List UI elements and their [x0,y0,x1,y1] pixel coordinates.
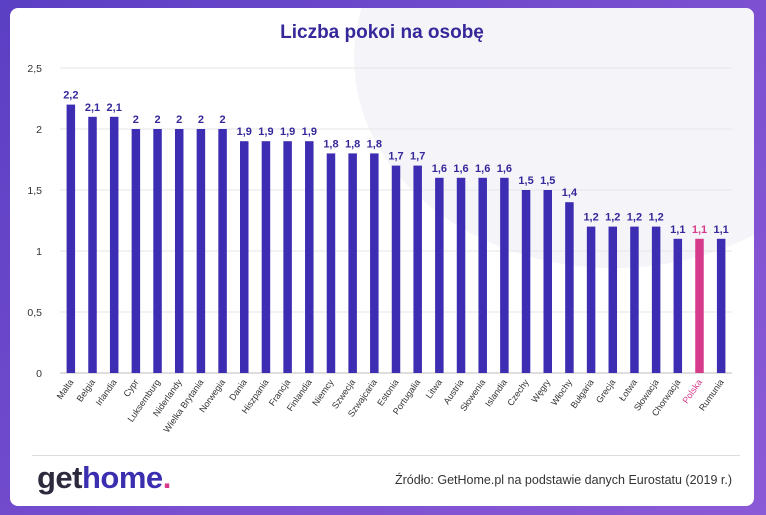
bar [521,190,531,373]
x-tick-label: Islandia [483,377,509,408]
bar [174,129,184,373]
bar [218,129,227,373]
data-label: 1,2 [648,212,663,224]
bar [153,129,162,373]
bar-chart: 0 0,5 1 1,5 2 2,5 2,2 Malta 2,1 Belgia 2,1 Irlandia… [27,63,732,434]
data-label: 2 [198,114,204,126]
bar [305,141,314,373]
bar [543,190,552,373]
bar [478,177,487,373]
data-label: 1,2 [605,212,620,224]
logo-text-get: get [37,460,83,495]
data-label: 1,2 [627,212,642,224]
bar [326,153,336,373]
data-label: 1,8 [345,138,360,150]
source-note: Źródło: GetHome.pl na podstawie danych E… [395,473,732,487]
y-tick-label: 0 [36,368,42,380]
bar [196,129,206,373]
bar [348,153,357,373]
data-label: 1,6 [432,163,447,175]
bar [456,177,466,373]
y-tick-label: 1 [36,246,42,258]
data-label: 1,9 [258,126,273,138]
data-label: 2,1 [107,102,122,114]
x-tick-label: Malta [55,377,76,401]
chart-card: Liczba pokoi na osobę 0 0,5 1 1,5 2 2,5 2,2 Mal… [10,8,754,506]
y-tick-label: 0,5 [27,307,42,319]
bar [88,116,97,374]
bar [673,238,683,373]
x-tick-label: Irlandia [94,377,119,407]
data-label: 1,1 [670,224,685,236]
data-label: 1,1 [692,224,707,236]
data-label: 2,2 [63,90,78,102]
x-tick-label: Litwa [424,377,444,400]
data-label: 2,1 [85,102,100,114]
y-tick-label: 2,5 [27,63,42,75]
bar [391,165,401,373]
bar [608,226,618,373]
data-label: 2 [133,114,139,126]
data-label: 2 [220,114,226,126]
data-label: 2 [176,114,182,126]
bar [435,177,444,373]
bar [370,153,379,373]
data-label: 1,7 [410,151,425,163]
data-label: 1,9 [237,126,252,138]
data-label: 1,9 [302,126,317,138]
bar [66,104,76,373]
x-tick-label: Belgia [75,377,98,403]
data-label: 1,2 [583,212,598,224]
data-label: 1,6 [453,163,468,175]
bar [261,141,271,373]
y-tick-label: 1,5 [27,185,42,197]
x-tick-label: Łotwa [617,377,639,402]
bar [500,177,509,373]
chart-title: Liczba pokoi na osobę [280,22,484,43]
bar [109,116,119,374]
footer-divider [32,455,740,456]
bar [651,226,661,373]
data-label: 1,6 [475,163,490,175]
bar [586,226,596,373]
bar [565,202,574,373]
y-tick-label: 2 [36,124,42,136]
bar [240,141,249,373]
data-label: 1,6 [497,163,512,175]
x-tick-label: Cypr [121,377,140,398]
x-tick-label: Dania [227,377,249,402]
data-label: 1,8 [367,138,382,150]
logo-dot: . [162,460,172,495]
data-label: 1,4 [562,187,578,199]
data-label: 1,5 [518,175,533,187]
bar [716,238,726,373]
bar [413,165,422,373]
x-tick-label: Grecja [594,377,617,404]
x-tick-label: Czechy [505,377,531,408]
bar [630,226,639,373]
data-label: 1,1 [714,224,729,236]
bar [695,238,704,373]
data-label: 1,9 [280,126,295,138]
data-label: 1,8 [323,138,338,150]
bar [131,129,141,373]
logo-text-home: home [82,460,163,495]
bar [283,141,292,373]
gethome-logo: gethome. [37,460,171,496]
data-label: 1,5 [540,175,555,187]
data-label: 2 [154,114,160,126]
data-label: 1,7 [388,151,403,163]
